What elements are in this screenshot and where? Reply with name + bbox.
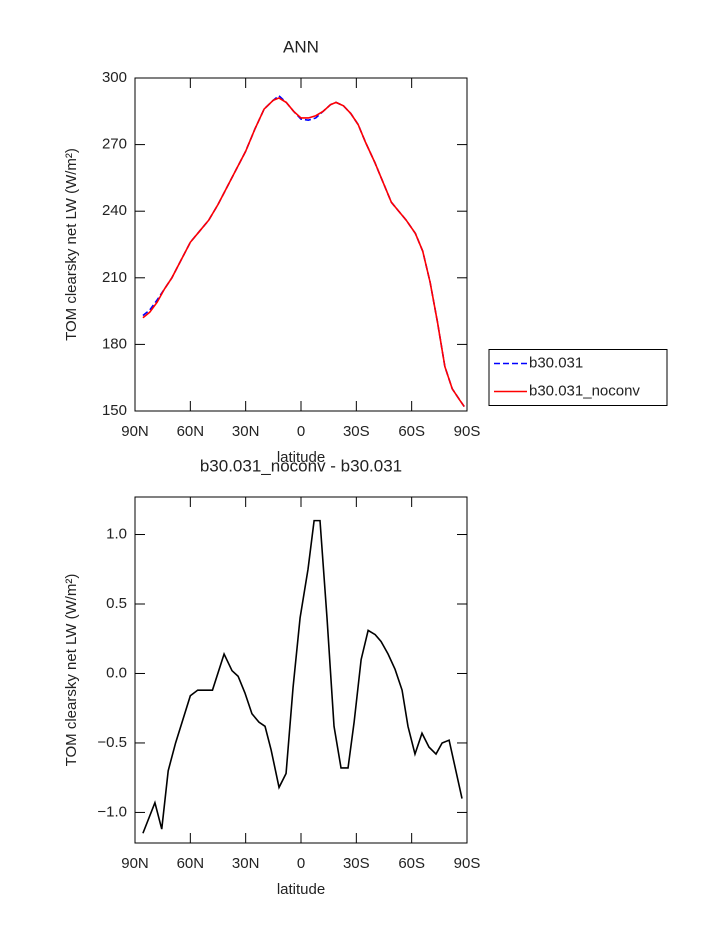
x-tick-label: 90N: [121, 855, 149, 872]
x-tick-label: 0: [297, 855, 305, 872]
y-tick-label: 300: [102, 69, 127, 86]
x-tick-label: 90N: [121, 423, 149, 440]
series-line: [142, 97, 465, 408]
plot-frame: [134, 77, 468, 412]
x-tick-label: 90S: [454, 423, 481, 440]
series-line: [142, 94, 465, 408]
chart-title: ANN: [283, 37, 319, 56]
y-tick-label: −1.0: [97, 803, 127, 820]
y-tick-label: 240: [102, 202, 127, 219]
chart-title: b30.031_noconv - b30.031: [200, 456, 402, 475]
x-axis-label: latitude: [277, 449, 325, 466]
series-line: [142, 519, 463, 834]
x-axis-label: latitude: [277, 881, 325, 898]
y-tick-label: 1.0: [106, 525, 127, 542]
legend-label: b30.031: [529, 354, 583, 371]
y-tick-label: 270: [102, 136, 127, 153]
x-tick-label: 60N: [177, 855, 205, 872]
x-tick-label: 30S: [343, 423, 370, 440]
x-tick-label: 60S: [398, 423, 425, 440]
y-tick-label: 180: [102, 335, 127, 352]
y-tick-label: 0.5: [106, 595, 127, 612]
x-tick-label: 90S: [454, 855, 481, 872]
y-axis-label: TOM clearsky net LW (W/m²): [63, 148, 80, 341]
x-tick-label: 60N: [177, 423, 205, 440]
y-axis-label: TOM clearsky net LW (W/m²): [63, 574, 80, 767]
plot-frame: [134, 496, 468, 844]
y-tick-label: 0.0: [106, 664, 127, 681]
x-tick-label: 0: [297, 423, 305, 440]
legend-box: [488, 349, 668, 406]
x-tick-label: 30N: [232, 423, 260, 440]
y-tick-label: 150: [102, 402, 127, 419]
x-tick-label: 30N: [232, 855, 260, 872]
y-tick-label: −0.5: [97, 734, 127, 751]
y-tick-label: 210: [102, 269, 127, 286]
x-tick-label: 60S: [398, 855, 425, 872]
legend-label: b30.031_noconv: [529, 382, 640, 399]
x-tick-label: 30S: [343, 855, 370, 872]
